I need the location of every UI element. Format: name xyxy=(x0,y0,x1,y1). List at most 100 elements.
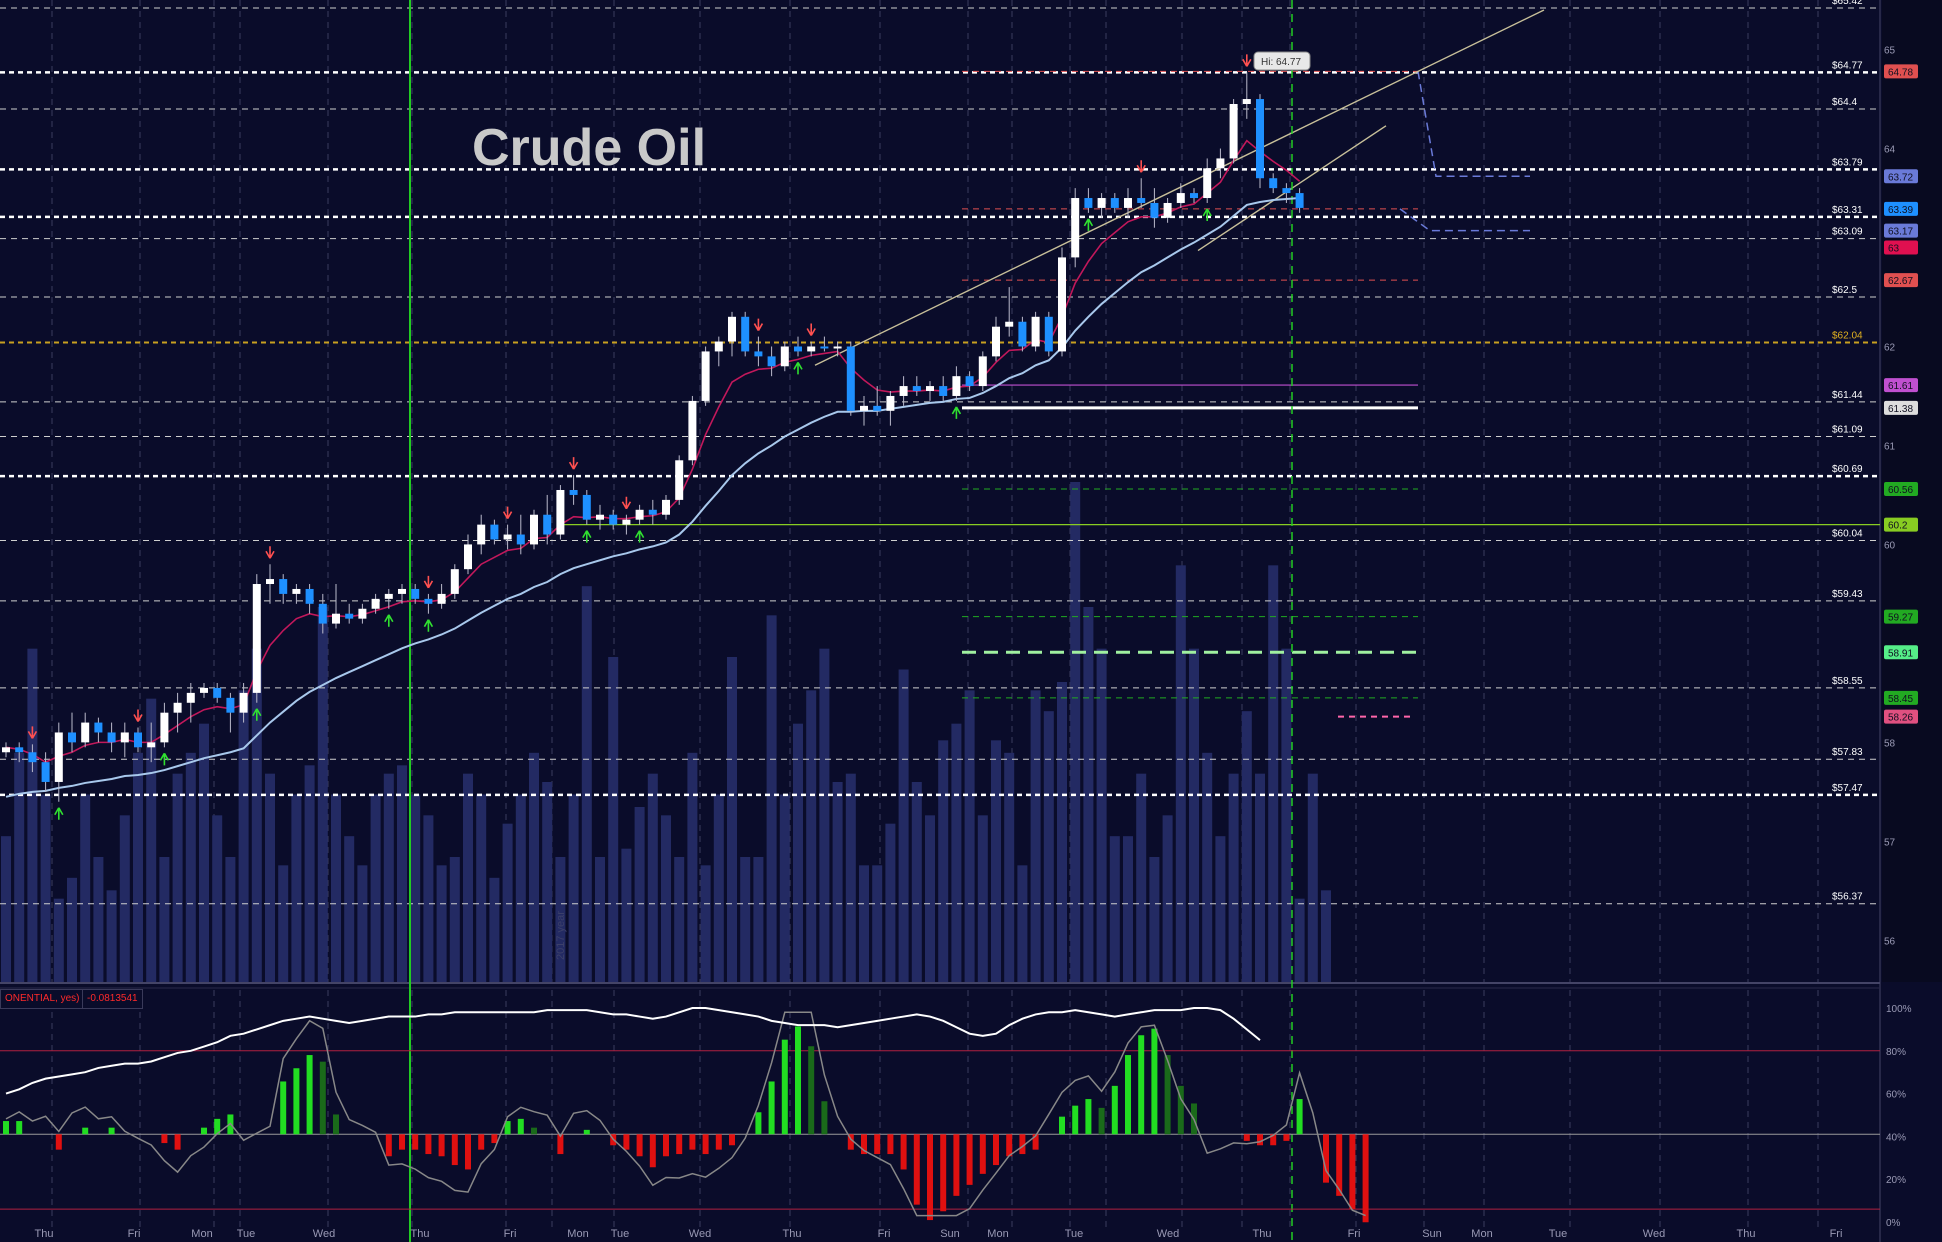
hi-label-text: Hi: 64.77 xyxy=(1261,57,1301,68)
volume-bar xyxy=(595,857,605,982)
candle-body xyxy=(54,732,63,782)
buy-signal-arrow xyxy=(1083,218,1094,231)
projection-line-upper xyxy=(1417,71,1530,178)
sell-signal-arrow xyxy=(1136,160,1146,173)
sell-signal-arrow xyxy=(568,457,579,470)
histogram-bar xyxy=(913,1134,920,1205)
volume-bar xyxy=(687,752,698,982)
hi-label-box xyxy=(1253,51,1311,71)
volume-bar xyxy=(476,794,487,982)
volume-bar xyxy=(225,857,236,982)
volume-bar xyxy=(397,765,407,982)
histogram-bar xyxy=(1138,1035,1145,1135)
price-level-label: $61.09 xyxy=(1832,425,1863,436)
histogram-bar xyxy=(940,1134,947,1212)
histogram-bar xyxy=(1362,1134,1369,1223)
price-level-label: $61.44 xyxy=(1832,390,1863,401)
histogram-bar xyxy=(900,1134,907,1170)
candle-body xyxy=(728,316,736,342)
x-axis-label: Tue xyxy=(237,1228,256,1240)
histogram-bar xyxy=(795,1026,801,1135)
histogram-bar xyxy=(1151,1028,1158,1135)
volume-bar xyxy=(1017,865,1028,982)
volume-bar xyxy=(146,698,157,982)
volume-bar xyxy=(1281,648,1292,982)
volume-bar xyxy=(119,815,130,982)
volume-bar xyxy=(1057,682,1067,982)
histogram-bar xyxy=(399,1134,405,1150)
x-axis-label: Sun xyxy=(1422,1228,1442,1240)
price-badge xyxy=(1884,273,1918,288)
candle-body xyxy=(213,687,222,698)
candle-body xyxy=(1110,198,1119,208)
candle-body xyxy=(556,489,565,535)
candle-body xyxy=(688,400,697,461)
candle-body xyxy=(15,747,24,753)
volume-bar xyxy=(885,823,896,982)
candle-body xyxy=(1137,198,1146,203)
volume-bar xyxy=(925,815,935,982)
x-axis-label: Tue xyxy=(611,1228,630,1240)
candle-body xyxy=(279,579,288,594)
candle-body xyxy=(1071,198,1080,258)
volume-bar xyxy=(212,815,223,982)
volume-bar xyxy=(898,669,909,982)
histogram-bar xyxy=(636,1134,643,1157)
candle-body xyxy=(384,593,393,599)
histogram-bar xyxy=(1059,1116,1065,1135)
volume-bar xyxy=(1070,482,1081,982)
histogram-bar xyxy=(702,1134,709,1155)
watermark-label: 2017 year xyxy=(555,911,567,960)
candle-body xyxy=(305,588,314,604)
volume-bar xyxy=(1175,565,1186,982)
volume-bar xyxy=(1083,607,1094,982)
x-axis-label: Fri xyxy=(1348,1228,1361,1240)
volume-bar xyxy=(991,740,1001,982)
volume-bar xyxy=(753,857,764,982)
x-axis-label: Mon xyxy=(191,1228,212,1240)
volume-bar xyxy=(80,794,91,982)
candle-body xyxy=(1124,198,1132,208)
histogram-bar xyxy=(768,1081,775,1135)
price-level-label: $63.31 xyxy=(1832,205,1863,216)
volume-bar xyxy=(634,807,645,982)
histogram-bar xyxy=(333,1114,339,1135)
buy-signal-arrow xyxy=(634,530,645,543)
volume-bar xyxy=(1030,690,1041,982)
price-badge-label: 64.78 xyxy=(1888,67,1913,78)
volume-bar xyxy=(93,857,104,982)
volume-bar xyxy=(964,690,975,982)
candle-body xyxy=(780,346,789,367)
volume-bar xyxy=(1241,711,1252,982)
x-axis-label: Thu xyxy=(1737,1228,1756,1240)
volume-bar xyxy=(489,877,500,982)
price-level-label: $57.47 xyxy=(1832,783,1863,794)
volume-bar xyxy=(661,815,671,982)
candle-body xyxy=(860,405,868,411)
candle-body xyxy=(1058,257,1066,352)
x-axis-label: Mon xyxy=(1471,1228,1492,1240)
candle-body xyxy=(767,356,776,367)
volume-bar xyxy=(278,865,289,982)
candle-body xyxy=(754,351,763,357)
price-badge-label: 58.91 xyxy=(1888,648,1913,659)
candle-body xyxy=(596,514,604,520)
candle-body xyxy=(622,519,631,525)
volume-bar xyxy=(1202,752,1213,982)
price-badge-label: 60.56 xyxy=(1888,485,1913,496)
volume-bar xyxy=(1004,752,1015,982)
histogram-bar xyxy=(1336,1134,1343,1196)
candle-body xyxy=(833,346,842,349)
volume-bar xyxy=(410,794,421,982)
price-tick-label: 56 xyxy=(1884,936,1896,947)
price-level-label: $62.04 xyxy=(1832,331,1863,342)
candle-body xyxy=(490,524,499,540)
histogram-bar xyxy=(1111,1085,1118,1135)
volume-bar xyxy=(436,865,447,982)
histogram-bar xyxy=(108,1127,115,1135)
histogram-bar xyxy=(623,1134,630,1150)
candle-body xyxy=(160,712,169,743)
histogram-bar xyxy=(465,1134,471,1170)
sell-signal-arrow xyxy=(502,506,513,520)
chart-title: Crude Oil xyxy=(472,119,707,177)
